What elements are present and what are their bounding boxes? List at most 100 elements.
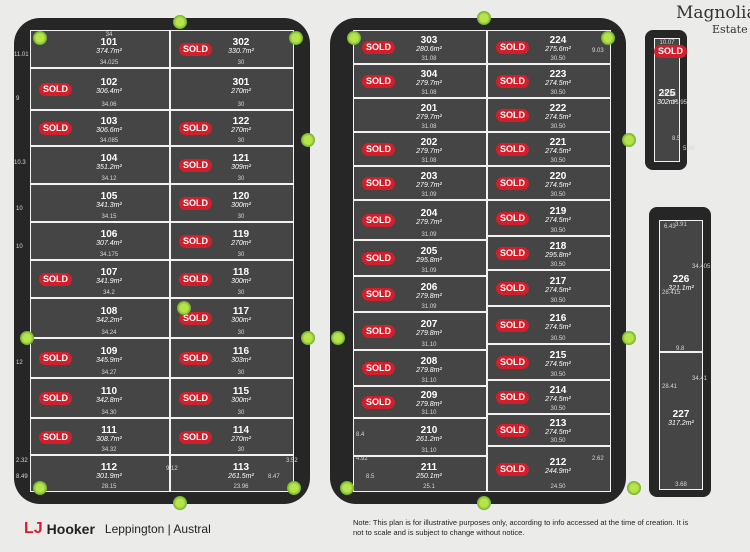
dimension-label: 8.49 (16, 474, 28, 480)
lot-214[interactable]: 214 274.5m² 30.50 SOLD (487, 380, 611, 414)
lot-rear-frontage: 31.10 (421, 448, 437, 454)
lot-rear-frontage: 30 (237, 252, 245, 258)
lot-area: 279.8m² (416, 367, 442, 374)
lot-227[interactable]: 227 317.2m² 3.68 (659, 352, 703, 490)
lot-rear-frontage: 30 (237, 330, 245, 336)
lot-rear-frontage: 31.10 (421, 378, 437, 384)
dimension-label: 10.3 (14, 160, 26, 166)
lot-117[interactable]: 117 300m² 30 SOLD (170, 298, 294, 338)
lot-107[interactable]: 107 341.9m² 34.2 SOLD (30, 260, 170, 298)
lot-216[interactable]: 216 274.5m² 30.50 SOLD (487, 306, 611, 344)
lot-207[interactable]: 207 279.8m² 31.10 SOLD (353, 312, 487, 350)
lot-222[interactable]: 222 274.5m² 30.50 SOLD (487, 98, 611, 132)
lot-122[interactable]: 122 270m² 30 SOLD (170, 110, 294, 146)
lot-118[interactable]: 118 300m² 30 SOLD (170, 260, 294, 298)
lot-number: 202 (420, 137, 438, 148)
lot-rear-frontage: 31.08 (421, 56, 437, 62)
lot-104[interactable]: 104 351.2m² 34.12 (30, 146, 170, 184)
lot-area: 274.5m² (545, 396, 571, 403)
lot-area: 301.9m² (96, 472, 122, 480)
lot-rear-frontage: 34.30 (101, 410, 117, 416)
lot-area: 341.3m² (96, 202, 122, 209)
lot-number: 213 (549, 418, 567, 429)
lot-number: 201 (420, 103, 438, 114)
lot-number: 221 (549, 137, 567, 148)
lot-rear-frontage: 31.09 (421, 304, 437, 310)
lot-rear-frontage: 30.50 (550, 158, 566, 164)
lot-rear-frontage: 31.08 (421, 90, 437, 96)
lot-209[interactable]: 209 279.8m² 31.10 SOLD (353, 386, 487, 418)
lot-219[interactable]: 219 274.5m² 30.50 SOLD (487, 200, 611, 236)
lot-area: 307.4m² (96, 240, 122, 247)
lot-area: 345.9m² (96, 357, 122, 364)
dimension-label: 8.4 (356, 432, 365, 438)
lot-221[interactable]: 221 274.5m² 30.50 SOLD (487, 132, 611, 166)
dimension-label: 28.41 (662, 384, 678, 390)
brand-logo: LJ Hooker Leppington | Austral (24, 520, 211, 538)
lot-102[interactable]: 102 306.4m² 34.06 SOLD (30, 68, 170, 110)
dimension-label: 34.405 (692, 264, 711, 270)
tree-icon (33, 31, 47, 45)
lot-115[interactable]: 115 300m² 30 SOLD (170, 378, 294, 418)
lot-area: 342.2m² (96, 317, 122, 324)
lot-110[interactable]: 110 342.8m² 34.30 SOLD (30, 378, 170, 418)
tree-icon (347, 31, 361, 45)
lot-109[interactable]: 109 345.9m² 34.27 SOLD (30, 338, 170, 378)
sold-badge: SOLD (496, 247, 530, 260)
lot-area: 306.4m² (96, 88, 122, 95)
lot-302[interactable]: 302 330.7m² 30 SOLD (170, 30, 294, 68)
lot-225[interactable]: 225 302m² 10.07 SOLD (654, 38, 688, 162)
lot-111[interactable]: 111 308.7m² 34.32 SOLD (30, 418, 170, 455)
lot-area: 270m² (231, 240, 251, 247)
dimension-label: 5.96 (683, 146, 695, 152)
lot-101[interactable]: 101 374.7m² 34.025 34 (30, 30, 170, 68)
lot-105[interactable]: 105 341.3m² 34.15 (30, 184, 170, 222)
lot-203[interactable]: 203 279.7m² 31.09 SOLD (353, 166, 487, 200)
lot-220[interactable]: 220 274.5m² 30.50 SOLD (487, 166, 611, 200)
lot-224[interactable]: 224 275.6m² 30.50 SOLD (487, 30, 611, 64)
lot-215[interactable]: 215 274.5m² 30.50 SOLD (487, 344, 611, 380)
lot-202[interactable]: 202 279.7m² 31.08 SOLD (353, 132, 487, 166)
lot-201[interactable]: 201 279.7m² 31.08 (353, 98, 487, 132)
sold-badge: SOLD (362, 41, 396, 54)
lot-area: 308.7m² (96, 435, 122, 443)
lot-street-frontage: 10.07 (659, 40, 675, 46)
lot-304[interactable]: 304 279.7m² 31.08 SOLD (353, 64, 487, 98)
dimension-label: 6.43 (664, 224, 676, 230)
lot-area: 295.8m² (416, 257, 442, 264)
lot-113[interactable]: 113 261.5m² 23.96 (170, 455, 294, 492)
lot-204[interactable]: 204 279.7m² 31.09 SOLD (353, 200, 487, 240)
lot-120[interactable]: 120 300m² 30 SOLD (170, 184, 294, 222)
lot-206[interactable]: 206 279.8m² 31.09 SOLD (353, 276, 487, 312)
lot-121[interactable]: 121 309m² 30 SOLD (170, 146, 294, 184)
sold-badge: SOLD (362, 252, 396, 265)
lot-208[interactable]: 208 279.8m² 31.10 SOLD (353, 350, 487, 386)
lot-rear-frontage: 23.96 (233, 484, 249, 490)
sold-badge: SOLD (39, 352, 73, 365)
lot-112[interactable]: 112 301.9m² 28.15 (30, 455, 170, 492)
lot-108[interactable]: 108 342.2m² 34.24 (30, 298, 170, 338)
lot-number: 209 (420, 390, 438, 401)
lot-106[interactable]: 106 307.4m² 34.175 (30, 222, 170, 260)
lot-303[interactable]: 303 280.6m² 31.08 SOLD (353, 30, 487, 64)
lot-226[interactable]: 226 321.1m² 3.91 (659, 220, 703, 352)
lot-103[interactable]: 103 306.6m² 34.085 SOLD (30, 110, 170, 146)
lot-rear-frontage: 3.68 (675, 482, 687, 488)
sold-badge: SOLD (39, 273, 73, 286)
sold-badge: SOLD (179, 352, 213, 365)
lot-301[interactable]: 301 270m² 30 (170, 68, 294, 110)
lot-218[interactable]: 218 295.8m² 30.50 SOLD (487, 236, 611, 270)
lot-205[interactable]: 205 295.8m² 31.09 SOLD (353, 240, 487, 276)
lot-rear-frontage: 34.085 (99, 138, 119, 144)
lot-119[interactable]: 119 270m² 30 SOLD (170, 222, 294, 260)
lot-217[interactable]: 217 274.5m² 30.50 SOLD (487, 270, 611, 306)
lot-211[interactable]: 211 250.1m² 25.1 (353, 456, 487, 492)
lot-212[interactable]: 212 244.9m² 24.50 SOLD (487, 446, 611, 492)
lot-210[interactable]: 210 261.2m² 31.10 (353, 418, 487, 456)
lot-223[interactable]: 223 274.5m² 30.50 SOLD (487, 64, 611, 98)
lot-116[interactable]: 116 303m² 30 SOLD (170, 338, 294, 378)
lot-114[interactable]: 114 270m² 30 SOLD (170, 418, 294, 455)
lot-213[interactable]: 213 274.5m² 30.50 SOLD (487, 414, 611, 446)
lot-area: 270m² (231, 127, 251, 134)
dimension-label: 9.03 (592, 48, 604, 54)
